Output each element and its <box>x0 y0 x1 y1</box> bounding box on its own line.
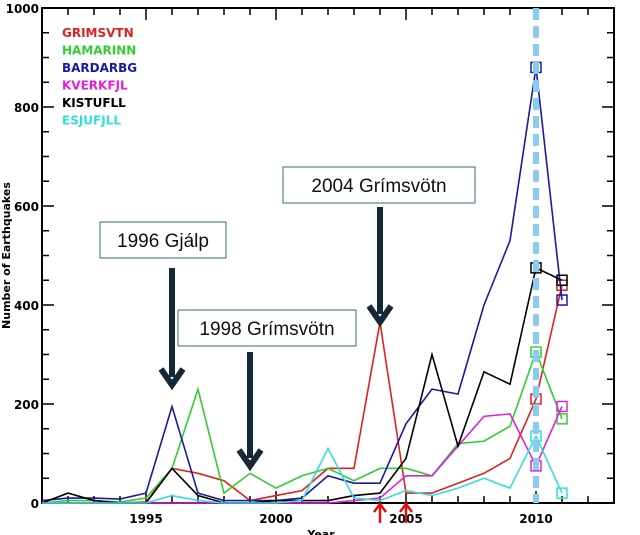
series-line-kverkfjl <box>42 406 563 504</box>
x-tick-label: 2000 <box>259 512 292 526</box>
red-arrow-head <box>399 501 413 513</box>
y-tick-label: 200 <box>14 398 39 412</box>
y-tick-label: 800 <box>14 101 39 115</box>
annotation-box <box>99 221 227 259</box>
legend-entry-hamarinn: HAMARINN <box>62 44 136 58</box>
y-tick-label: 400 <box>14 299 39 313</box>
legend-entry-kistufll: KISTUFLL <box>62 96 126 110</box>
data-marker-kistufll <box>556 274 568 286</box>
y-tick-label: 600 <box>14 200 39 214</box>
annotation-box <box>282 166 476 204</box>
data-marker-bardarbg <box>556 294 568 306</box>
annotation-arrow-head <box>158 367 186 391</box>
x-tick-label: 1995 <box>129 512 162 526</box>
y-axis-label: Number of Earthquakes <box>0 182 13 329</box>
data-marker-esjufjll <box>556 487 568 499</box>
data-marker-kverkfjl <box>556 400 568 413</box>
legend-entry-kverkfjl: KVERKFJL <box>62 79 128 93</box>
annotation-label: 1996 Gjálp <box>117 231 209 252</box>
series-line-bardarbg <box>41 67 563 502</box>
annotation-box <box>177 309 357 347</box>
annotation-label: 2004 Grímsvötn <box>311 176 446 197</box>
x-axis-label: Year <box>306 528 335 535</box>
y-tick-label: 0 <box>31 497 39 511</box>
annotation-label: 1998 Grímsvötn <box>199 319 334 340</box>
red-arrow-head <box>373 501 387 513</box>
legend-entry-bardarbg: BARDARBG <box>62 61 137 75</box>
annotation-arrow-head <box>236 448 264 472</box>
series-line-hamarinn <box>41 349 563 504</box>
y-tick-label: 1000 <box>6 2 39 16</box>
x-tick-label: 2010 <box>519 512 552 526</box>
series-line-esjufjll <box>42 434 563 504</box>
annotation-arrow-head <box>366 304 394 328</box>
legend-entry-grimsvtn: GRIMSVTN <box>62 26 134 40</box>
legend-entry-esjufjll: ESJUFJLL <box>62 114 121 128</box>
